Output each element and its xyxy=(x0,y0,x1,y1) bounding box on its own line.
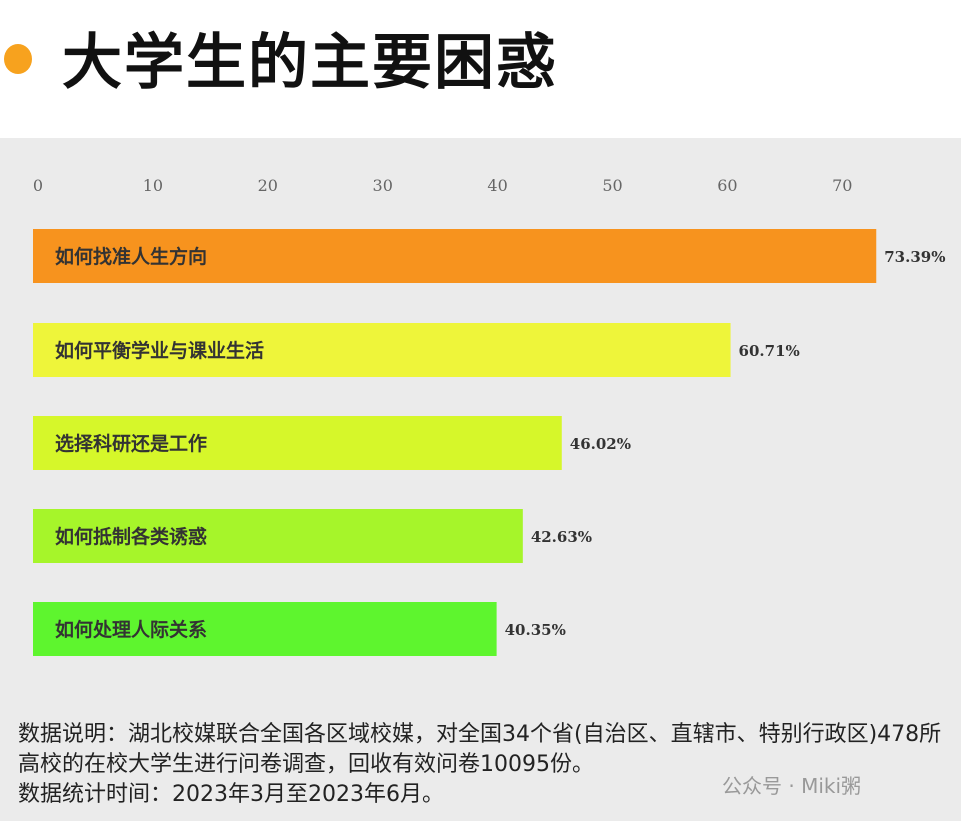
bar xyxy=(33,416,562,470)
x-tick-label: 60 xyxy=(717,176,737,195)
bar-value-label: 60.71% xyxy=(739,342,800,360)
bar-value-label: 42.63% xyxy=(531,528,592,546)
x-tick-label: 50 xyxy=(602,176,622,195)
x-tick-label: 0 xyxy=(33,176,43,195)
bar xyxy=(33,323,731,377)
watermark: 公众号 · Miki粥 xyxy=(722,774,862,798)
bar-category-label: 选择科研还是工作 xyxy=(55,432,207,455)
data-note: 数据说明：湖北校媒联合全国各区域校媒，对全国34个省(自治区、直辖市、特别行政区… xyxy=(18,720,958,810)
bar-value-label: 40.35% xyxy=(505,621,566,639)
x-tick-label: 30 xyxy=(373,176,393,195)
title-bullet-icon xyxy=(4,44,32,74)
page-title: 大学生的主要困惑 xyxy=(62,28,558,98)
data-description: 数据说明：湖北校媒联合全国各区域校媒，对全国34个省(自治区、直辖市、特别行政区… xyxy=(18,722,942,777)
bar-value-label: 73.39% xyxy=(884,248,945,266)
bar xyxy=(33,602,497,656)
x-tick-label: 10 xyxy=(143,176,163,195)
bar-category-label: 如何平衡学业与课业生活 xyxy=(55,339,264,362)
bar-category-label: 如何抵制各类诱惑 xyxy=(55,525,207,548)
x-tick-label: 70 xyxy=(832,176,852,195)
data-period: 数据统计时间：2023年3月至2023年6月。 xyxy=(18,782,444,807)
bar-category-label: 如何处理人际关系 xyxy=(55,618,207,641)
bar-category-label: 如何找准人生方向 xyxy=(55,245,207,268)
x-tick-label: 20 xyxy=(258,176,278,195)
bar xyxy=(33,509,523,563)
bar-value-label: 46.02% xyxy=(570,435,631,453)
bar xyxy=(33,229,877,283)
x-tick-label: 40 xyxy=(487,176,507,195)
